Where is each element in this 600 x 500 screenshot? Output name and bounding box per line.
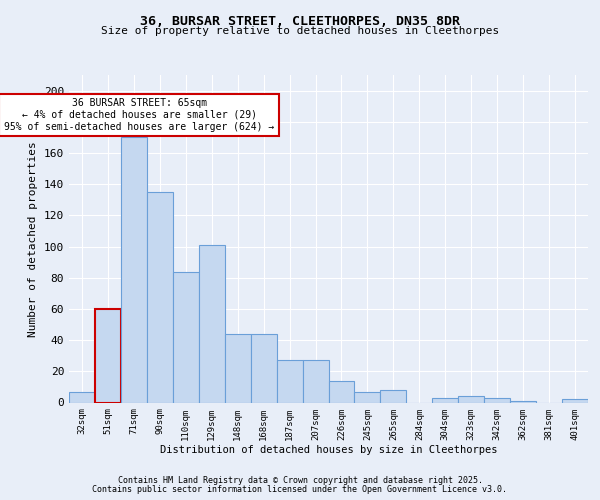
X-axis label: Distribution of detached houses by size in Cleethorpes: Distribution of detached houses by size …: [160, 445, 497, 455]
Bar: [251, 334, 277, 402]
Y-axis label: Number of detached properties: Number of detached properties: [28, 141, 38, 336]
Bar: [147, 192, 173, 402]
Bar: [199, 245, 224, 402]
Bar: [225, 334, 251, 402]
Bar: [95, 309, 121, 402]
Bar: [380, 390, 406, 402]
Text: 36, BURSAR STREET, CLEETHORPES, DN35 8DR: 36, BURSAR STREET, CLEETHORPES, DN35 8DR: [140, 15, 460, 28]
Bar: [302, 360, 329, 403]
Text: Size of property relative to detached houses in Cleethorpes: Size of property relative to detached ho…: [101, 26, 499, 36]
Bar: [510, 401, 536, 402]
Bar: [121, 138, 147, 402]
Bar: [458, 396, 484, 402]
Text: Contains HM Land Registry data © Crown copyright and database right 2025.: Contains HM Land Registry data © Crown c…: [118, 476, 482, 485]
Bar: [355, 392, 380, 402]
Bar: [69, 392, 95, 402]
Text: 36 BURSAR STREET: 65sqm
← 4% of detached houses are smaller (29)
95% of semi-det: 36 BURSAR STREET: 65sqm ← 4% of detached…: [4, 98, 274, 132]
Bar: [277, 360, 302, 403]
Bar: [329, 380, 355, 402]
Text: Contains public sector information licensed under the Open Government Licence v3: Contains public sector information licen…: [92, 484, 508, 494]
Bar: [173, 272, 199, 402]
Bar: [433, 398, 458, 402]
Bar: [484, 398, 510, 402]
Bar: [562, 400, 588, 402]
